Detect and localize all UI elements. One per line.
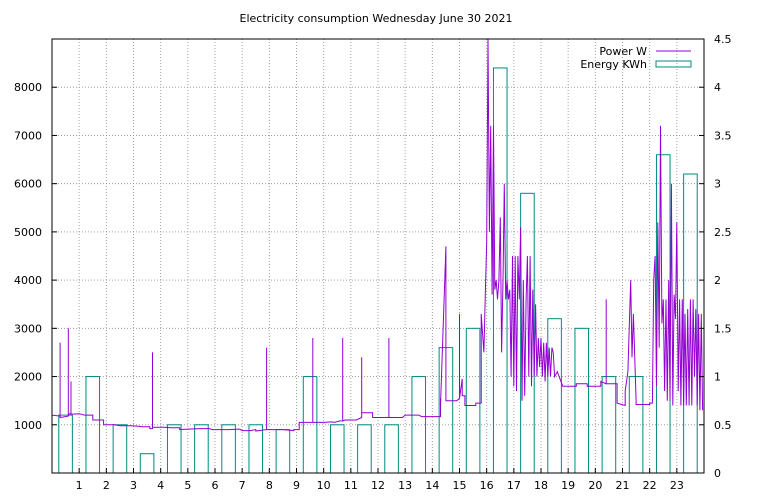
x-tick-label: 22 [643, 479, 657, 492]
x-tick-label: 12 [371, 479, 385, 492]
y-left-tick-label: 3000 [14, 322, 42, 335]
x-tick-label: 5 [184, 479, 191, 492]
y-right-tick-label: 0 [714, 467, 721, 480]
legend: Power W Energy KWh [580, 45, 692, 71]
energy-bar [112, 424, 128, 474]
x-tick-label: 3 [130, 479, 137, 492]
x-tick-label: 20 [588, 479, 602, 492]
y-axis-right: 0 0.5 1 1.5 2 2.5 3 3.5 4 4.5 [699, 33, 732, 480]
x-tick-label: 19 [561, 479, 575, 492]
x-tick-label: 17 [507, 479, 521, 492]
x-tick-label: 4 [157, 479, 164, 492]
y-right-tick-label: 3 [714, 178, 721, 191]
x-tick-label: 6 [212, 479, 219, 492]
x-tick-label: 13 [398, 479, 412, 492]
energy-bar [465, 327, 481, 474]
energy-bar [547, 318, 562, 474]
y-right-tick-label: 4.5 [714, 33, 732, 46]
x-tick-label: 14 [425, 479, 439, 492]
x-tick-label: 21 [616, 479, 630, 492]
x-tick-label: 2 [103, 479, 110, 492]
y-right-tick-label: 2 [714, 274, 721, 287]
x-tick-label: 16 [480, 479, 494, 492]
x-tick-label: 1 [76, 479, 83, 492]
y-left-tick-label: 8000 [14, 81, 42, 94]
energy-bar [194, 424, 209, 474]
y-left-tick-label: 1000 [14, 419, 42, 432]
x-tick-label: 18 [534, 479, 548, 492]
y-left-tick-label: 4000 [14, 274, 42, 287]
power-line [51, 38, 704, 432]
y-right-tick-label: 1.5 [714, 322, 732, 335]
y-right-tick-label: 2.5 [714, 226, 732, 239]
x-tick-label: 23 [670, 479, 684, 492]
y-left-tick-label: 5000 [14, 226, 42, 239]
x-tick-label: 7 [239, 479, 246, 492]
legend-label-energy: Energy KWh [580, 58, 647, 71]
energy-bar [275, 429, 291, 474]
y-left-tick-label: 7000 [14, 129, 42, 142]
x-tick-label: 11 [344, 479, 358, 492]
energy-bar [139, 453, 155, 474]
energy-bar [166, 424, 182, 474]
legend-swatch-energy [655, 60, 692, 68]
energy-bar [574, 327, 590, 474]
energy-bar [384, 424, 399, 474]
y-right-tick-label: 0.5 [714, 419, 732, 432]
energy-bar [357, 424, 372, 474]
chart-title: Electricity consumption Wednesday June 3… [240, 12, 513, 25]
x-tick-label: 8 [266, 479, 273, 492]
x-tick-label: 9 [293, 479, 300, 492]
y-axis-left: 1000 2000 3000 4000 5000 6000 7000 8000 [14, 81, 57, 432]
grid [52, 39, 704, 473]
y-right-tick-label: 1 [714, 371, 721, 384]
energy-bar [221, 424, 236, 474]
y-right-tick-label: 4 [714, 81, 721, 94]
x-tick-label: 15 [453, 479, 467, 492]
legend-label-power: Power W [599, 45, 647, 58]
y-right-tick-label: 3.5 [714, 129, 732, 142]
y-left-tick-label: 6000 [14, 178, 42, 191]
energy-bar [248, 424, 264, 474]
x-axis: 1 2 3 4 5 6 7 8 9 10 11 12 13 14 15 16 17 18 19 20 21 22 23 [76, 468, 684, 492]
y-left-tick-label: 2000 [14, 371, 42, 384]
energy-bar [329, 424, 345, 474]
energy-bar [58, 414, 73, 474]
x-tick-label: 10 [317, 479, 331, 492]
